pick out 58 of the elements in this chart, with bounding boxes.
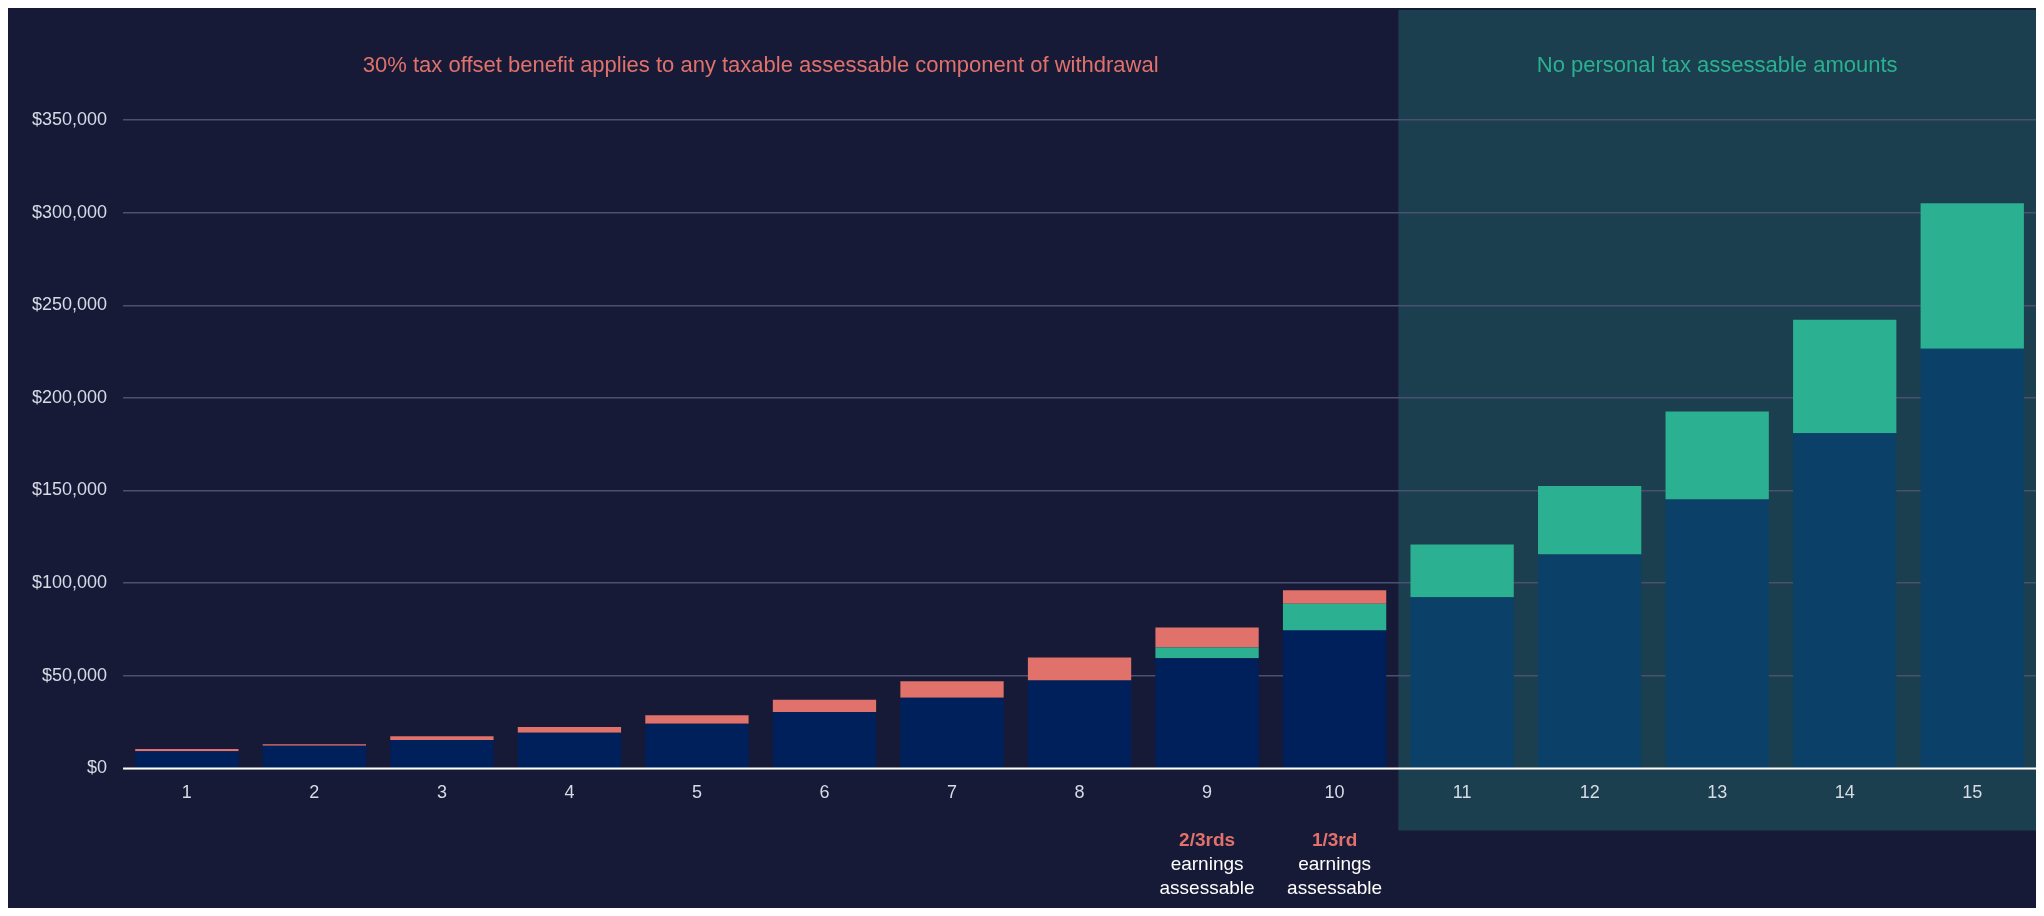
- x-tick-label: 8: [1074, 782, 1085, 803]
- bar: [1282, 603, 1387, 631]
- bar: [1155, 627, 1259, 648]
- y-tick-label: $250,000: [32, 294, 108, 315]
- y-tick-label: $150,000: [32, 479, 108, 500]
- x-tick-label: 9: [1202, 782, 1213, 803]
- bar: [1920, 203, 2024, 349]
- bar: [390, 740, 494, 768]
- bar: [135, 751, 239, 768]
- x-tick-label: 13: [1707, 782, 1728, 803]
- bar: [772, 699, 877, 713]
- x-tick-label: 15: [1962, 782, 1983, 803]
- x-tick-label: 10: [1324, 782, 1345, 803]
- x-tick-label: 2: [309, 782, 320, 803]
- bar: [900, 697, 1004, 768]
- bar: [645, 723, 749, 768]
- x-tick-label: 12: [1579, 782, 1600, 803]
- bar: [1155, 658, 1259, 768]
- bar: [1793, 433, 1897, 768]
- bar: [1410, 544, 1514, 598]
- bar: [390, 736, 494, 741]
- bar: [517, 726, 622, 733]
- x-tick-label: 11: [1452, 782, 1472, 803]
- y-tick-label: $200,000: [32, 386, 108, 407]
- text: 30% tax offset benefit applies to any taxable assessable component of withdrawal: [362, 52, 1159, 78]
- text: 1/3rd earnings assessable: [1287, 828, 1383, 898]
- bar: [1920, 348, 2024, 768]
- x-tick-label: 1: [181, 782, 192, 803]
- bar: [1410, 597, 1514, 768]
- band-label: No personal tax assessable amounts: [1536, 52, 1898, 78]
- bar: [1538, 486, 1642, 555]
- bar: [1793, 319, 1897, 434]
- y-tick-label: $300,000: [32, 201, 108, 222]
- x-tick-label: 4: [564, 782, 575, 803]
- bar: [135, 748, 239, 752]
- bar: [1027, 680, 1132, 768]
- y-tick-label: $0: [87, 757, 108, 778]
- bar: [645, 715, 749, 724]
- x-tick-label: 6: [819, 782, 830, 803]
- bar: [1665, 499, 1769, 768]
- y-tick-label: $50,000: [42, 664, 108, 685]
- bar: [772, 712, 877, 768]
- bar: [1027, 657, 1132, 681]
- y-tick-label: $350,000: [32, 108, 108, 129]
- x-tick-label: 5: [691, 782, 702, 803]
- bar: [1538, 554, 1642, 768]
- bar: [1155, 647, 1259, 659]
- text: 2/3rds earnings assessable: [1159, 828, 1255, 898]
- x-tick-label: 14: [1834, 782, 1855, 803]
- bar: [1665, 411, 1769, 500]
- x-tick-label: 3: [436, 782, 447, 803]
- x-tick-label: 7: [947, 782, 958, 803]
- bar: [1282, 630, 1387, 768]
- bar: [900, 681, 1004, 698]
- bar: [1282, 590, 1387, 604]
- bar: [517, 732, 622, 768]
- bar: [262, 745, 367, 768]
- y-tick-label: $100,000: [32, 572, 108, 593]
